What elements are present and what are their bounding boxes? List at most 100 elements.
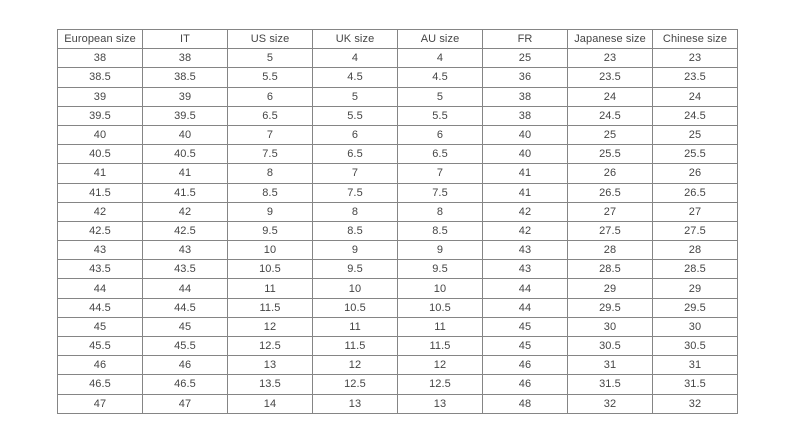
cell: 43.5 [142,259,228,280]
cell: 8.5 [312,220,398,242]
table-row: 44.5 44.5 11.5 10.5 10.5 44 29.5 29.5 [57,297,738,318]
cell: 11 [312,316,398,338]
cell: 39 [142,86,228,107]
cell: 40.5 [142,144,228,165]
cell: 12 [397,355,483,376]
cell: 6 [227,86,313,107]
cell: 43 [482,259,568,280]
table-row: 39.5 39.5 6.5 5.5 5.5 38 24.5 24.5 [57,105,738,126]
cell: 14 [227,393,313,414]
cell: 28.5 [567,259,653,280]
cell: 40 [57,124,143,146]
cell: 41 [142,163,228,184]
cell: 7 [227,124,313,146]
cell: 41 [57,163,143,184]
cell: 40.5 [57,144,143,165]
cell: 44.5 [57,297,143,318]
cell: 45 [142,316,228,338]
table-header: European size IT US size UK size AU size FR Ja… [57,28,738,50]
cell: 40 [142,124,228,146]
cell: 44 [142,278,228,299]
cell: 28 [567,240,653,261]
cell: 23 [567,48,653,69]
cell: 44 [482,297,568,318]
cell: 27.5 [567,220,653,242]
cell: 40 [482,144,568,165]
table-row: 40 40 7 6 6 40 25 25 [57,124,738,146]
cell: 5 [312,86,398,107]
cell: 29.5 [652,297,738,318]
size-conversion-table-container: European size IT US size UK size AU size FR Ja… [57,28,738,414]
column-header: IT [142,28,228,50]
cell: 12 [227,316,313,338]
cell: 42 [482,201,568,222]
cell: 32 [652,393,738,414]
cell: 10.5 [312,297,398,318]
cell: 5.5 [397,105,483,126]
cell: 41 [482,163,568,184]
cell: 23 [652,48,738,69]
column-header: US size [227,28,313,50]
cell: 24.5 [567,105,653,126]
cell: 31 [652,355,738,376]
cell: 41.5 [142,182,228,203]
cell: 25 [482,48,568,69]
cell: 26.5 [652,182,738,203]
cell: 27 [567,201,653,222]
cell: 29 [567,278,653,299]
cell: 24 [567,86,653,107]
cell: 7.5 [397,182,483,203]
cell: 46.5 [142,374,228,395]
table-row: 47 47 14 13 13 48 32 32 [57,393,738,414]
cell: 7 [397,163,483,184]
cell: 32 [567,393,653,414]
cell: 11.5 [227,297,313,318]
cell: 45 [482,316,568,338]
cell: 6.5 [227,105,313,126]
cell: 44 [57,278,143,299]
cell: 31.5 [652,374,738,395]
cell: 6 [312,124,398,146]
cell: 4.5 [312,67,398,88]
cell: 31 [567,355,653,376]
column-header: FR [482,28,568,50]
cell: 26 [652,163,738,184]
cell: 5.5 [312,105,398,126]
cell: 46 [482,374,568,395]
table-row: 44 44 11 10 10 44 29 29 [57,278,738,299]
cell: 43 [142,240,228,261]
table-row: 38 38 5 4 4 25 23 23 [57,48,738,69]
cell: 42 [57,201,143,222]
cell: 42.5 [142,220,228,242]
cell: 26 [567,163,653,184]
column-header: AU size [397,28,483,50]
cell: 10.5 [397,297,483,318]
cell: 43 [482,240,568,261]
cell: 39 [57,86,143,107]
cell: 8.5 [227,182,313,203]
cell: 24 [652,86,738,107]
cell: 39.5 [57,105,143,126]
cell: 29 [652,278,738,299]
cell: 8 [312,201,398,222]
cell: 46 [142,355,228,376]
cell: 13.5 [227,374,313,395]
cell: 13 [312,393,398,414]
column-header: European size [57,28,143,50]
cell: 12.5 [312,374,398,395]
cell: 23.5 [652,67,738,88]
cell: 9 [227,201,313,222]
cell: 36 [482,67,568,88]
cell: 39.5 [142,105,228,126]
table-row: 41 41 8 7 7 41 26 26 [57,163,738,184]
cell: 4.5 [397,67,483,88]
cell: 11 [227,278,313,299]
cell: 46.5 [57,374,143,395]
cell: 47 [142,393,228,414]
cell: 25 [567,124,653,146]
table-row: 45.5 45.5 12.5 11.5 11.5 45 30.5 30.5 [57,335,738,357]
table-row: 38.5 38.5 5.5 4.5 4.5 36 23.5 23.5 [57,67,738,88]
shoe-size-conversion-table: European size IT US size UK size AU size FR Ja… [57,28,738,414]
cell: 11.5 [312,335,398,357]
cell: 44.5 [142,297,228,318]
